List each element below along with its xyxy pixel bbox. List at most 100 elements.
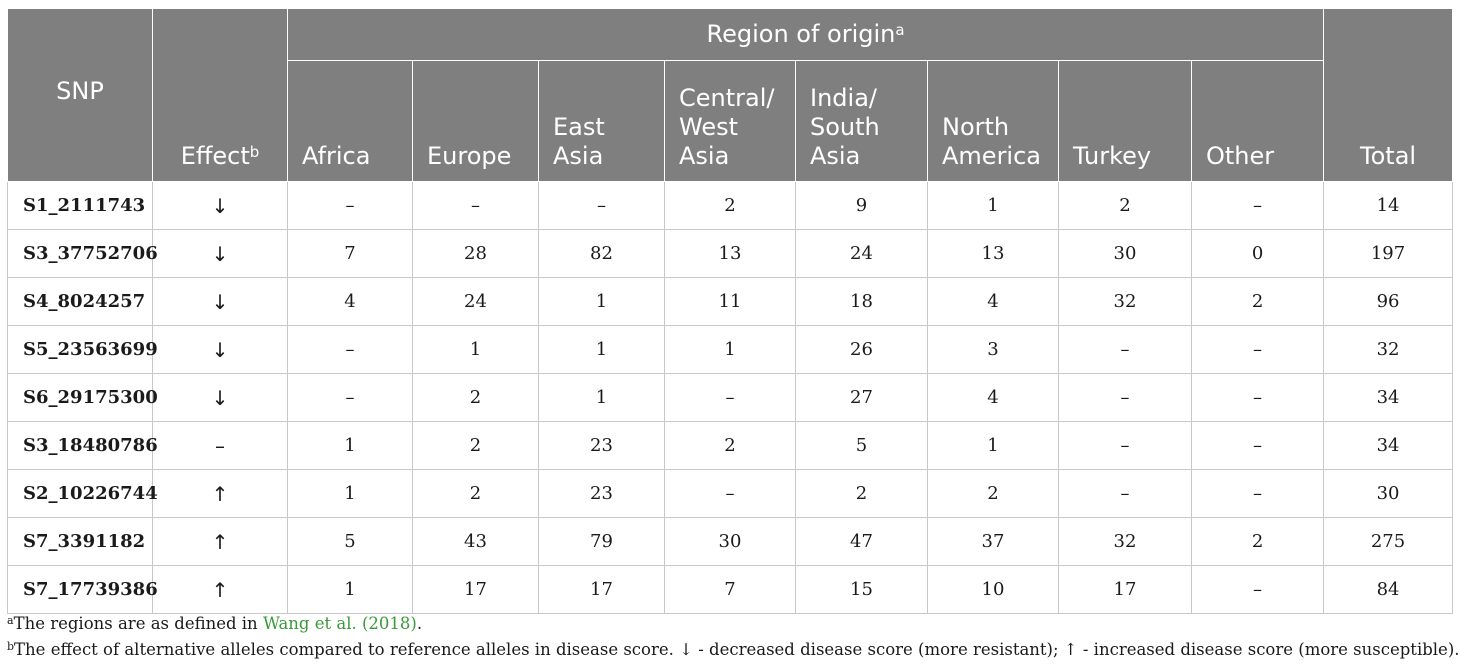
region-header-africa: Africa: [287, 60, 413, 182]
region-count-cell: 1: [927, 181, 1059, 230]
snp-cell: S7_3391182: [7, 517, 153, 566]
region-count-cell: –: [412, 181, 539, 230]
citation-link[interactable]: Wang et al. (2018): [262, 614, 417, 633]
region-count-cell: –: [287, 181, 413, 230]
table-row: S4_8024257 ↓ 4 24 1 11 18 4 32 2 96: [7, 277, 1453, 326]
snp-cell: S2_10226744: [7, 469, 158, 518]
region-count-cell: 37: [927, 517, 1059, 566]
effect-cell: ↓: [152, 325, 288, 374]
region-count-cell: 17: [538, 565, 665, 614]
table-container: SNP Effectb Region of origina Total Afri…: [7, 8, 1453, 614]
region-count-cell: 43: [412, 517, 539, 566]
footnote-a: aThe regions are as defined in Wang et a…: [7, 614, 423, 633]
region-count-cell: 47: [795, 517, 928, 566]
total-cell: 34: [1323, 373, 1453, 422]
total-cell: 96: [1323, 277, 1453, 326]
region-count-cell: 32: [1058, 277, 1192, 326]
region-count-cell: 30: [664, 517, 796, 566]
region-count-cell: 23: [538, 469, 665, 518]
snp-cell: S4_8024257: [7, 277, 153, 326]
effect-cell: ↑: [152, 517, 288, 566]
region-count-cell: 13: [664, 229, 796, 278]
total-cell: 275: [1323, 517, 1453, 566]
region-count-cell: 1: [412, 325, 539, 374]
snp-cell: S1_2111743: [7, 181, 153, 230]
region-count-cell: –: [1190, 565, 1325, 614]
total-cell: 30: [1323, 469, 1453, 518]
region-count-cell: 7: [664, 565, 796, 614]
region-count-cell: –: [287, 325, 413, 374]
snp-cell: S7_17739386: [7, 565, 158, 614]
region-count-cell: 23: [538, 421, 665, 470]
region-count-cell: –: [1058, 325, 1192, 374]
table-row: S3_18480786–1 2 23 2 5 1– –34: [7, 421, 1453, 470]
region-count-cell: 18: [795, 277, 928, 326]
total-cell: 14: [1323, 181, 1453, 230]
region-count-cell: 17: [1058, 565, 1192, 614]
region-count-cell: –: [1190, 469, 1325, 518]
snp-cell: S3_37752706: [7, 229, 158, 278]
region-count-cell: –: [287, 373, 413, 422]
region-header-east-asia: East Asia: [538, 60, 665, 182]
total-header: Total: [1323, 8, 1453, 182]
table-row: S1_2111743 ↓ – – –2 9 1 2–14: [7, 181, 1453, 230]
region-count-cell: 79: [538, 517, 665, 566]
total-cell: 84: [1323, 565, 1453, 614]
region-count-cell: 2: [412, 421, 539, 470]
table-row: S3_37752706 ↓ 7 28 82 13 24 13 30 0 197: [7, 229, 1453, 278]
region-count-cell: 27: [795, 373, 928, 422]
footnotes: aThe regions are as defined in Wang et a…: [7, 611, 1460, 663]
region-count-cell: 26: [795, 325, 928, 374]
region-count-cell: 2: [412, 373, 539, 422]
region-count-cell: 2: [1190, 277, 1325, 326]
region-count-cell: –: [664, 373, 796, 422]
snp-region-table: SNP Effectb Region of origina Total Afri…: [7, 8, 1453, 614]
table-row: S2_10226744 ↑ 1 2 23–2 2– –30: [7, 469, 1453, 518]
region-header-central-west-asia: Central/ West Asia: [664, 60, 796, 182]
region-count-cell: 1: [538, 325, 665, 374]
effect-cell: ↓: [152, 181, 288, 230]
region-count-cell: 2: [664, 421, 796, 470]
region-count-cell: 15: [795, 565, 928, 614]
snp-cell: S5_23563699: [7, 325, 158, 374]
region-count-cell: 5: [795, 421, 928, 470]
region-of-origin-header: Region of origina: [286, 8, 1325, 61]
region-count-cell: –: [1190, 325, 1325, 374]
region-count-cell: 1: [927, 421, 1059, 470]
region-count-cell: 2: [927, 469, 1059, 518]
region-count-cell: 2: [795, 469, 928, 518]
effect-cell: ↑: [152, 565, 288, 614]
total-cell: 32: [1323, 325, 1453, 374]
effect-cell: ↓: [152, 373, 288, 422]
region-count-cell: –: [538, 181, 665, 230]
region-count-cell: 1: [287, 421, 413, 470]
table-row: S7_3391182 ↑ 5 43 79 30 47 37 32 2 275: [7, 517, 1453, 566]
region-count-cell: 3: [927, 325, 1059, 374]
region-count-cell: –: [1058, 373, 1192, 422]
effect-cell: –: [152, 421, 288, 470]
region-count-cell: 30: [1058, 229, 1192, 278]
region-header-other: Other: [1190, 60, 1325, 182]
effect-cell: ↓: [152, 277, 288, 326]
effect-header: Effectb: [152, 8, 288, 182]
region-count-cell: 13: [927, 229, 1059, 278]
region-count-cell: 10: [927, 565, 1059, 614]
region-count-cell: –: [664, 469, 796, 518]
snp-header: SNP: [7, 8, 153, 182]
region-count-cell: 2: [1190, 517, 1325, 566]
region-count-cell: 24: [795, 229, 928, 278]
region-count-cell: 5: [287, 517, 413, 566]
region-header-india-south-asia: India/ South Asia: [795, 60, 928, 182]
table-row: S5_23563699 ↓ –1 1 1 26 3– –32: [7, 325, 1453, 374]
region-count-cell: 32: [1058, 517, 1192, 566]
region-count-cell: 4: [927, 277, 1059, 326]
region-count-cell: –: [1190, 421, 1325, 470]
region-header-north-america: North America: [927, 60, 1059, 182]
table-row: S6_29175300 ↓ –2 1–27 4– –34: [7, 373, 1453, 422]
region-count-cell: 2: [412, 469, 539, 518]
effect-cell: ↓: [152, 229, 288, 278]
region-count-cell: 1: [538, 373, 665, 422]
region-count-cell: 4: [927, 373, 1059, 422]
region-count-cell: 24: [412, 277, 539, 326]
region-count-cell: –: [1190, 373, 1325, 422]
